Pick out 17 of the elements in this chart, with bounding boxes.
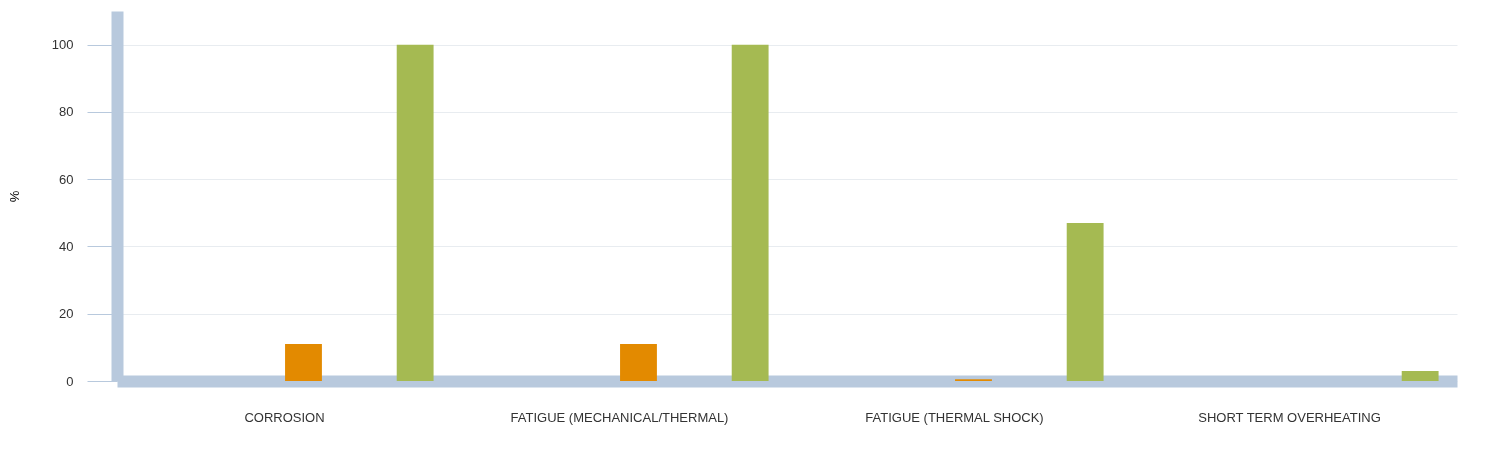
x-tick-label: FATIGUE (THERMAL SHOCK) [865,409,1044,425]
y-tick-label: 40 [59,238,74,254]
y-tick-label: 20 [59,306,74,322]
bar [396,44,434,381]
bar [285,344,322,381]
bar [1066,222,1104,381]
y-tick-label: 0 [66,373,74,389]
x-tick-label: FATIGUE (MECHANICAL/THERMAL) [510,409,729,425]
bar [731,44,769,381]
y-tick-label: 80 [59,104,74,120]
x-tick-label: SHORT TERM OVERHEATING [1198,409,1381,425]
bar [1401,370,1439,381]
x-tick-label: CORROSION [244,409,325,425]
bar [620,344,657,381]
y-tick-label: 100 [51,37,74,53]
y-axis-title: % [6,190,22,203]
y-tick-label: 60 [59,171,74,187]
